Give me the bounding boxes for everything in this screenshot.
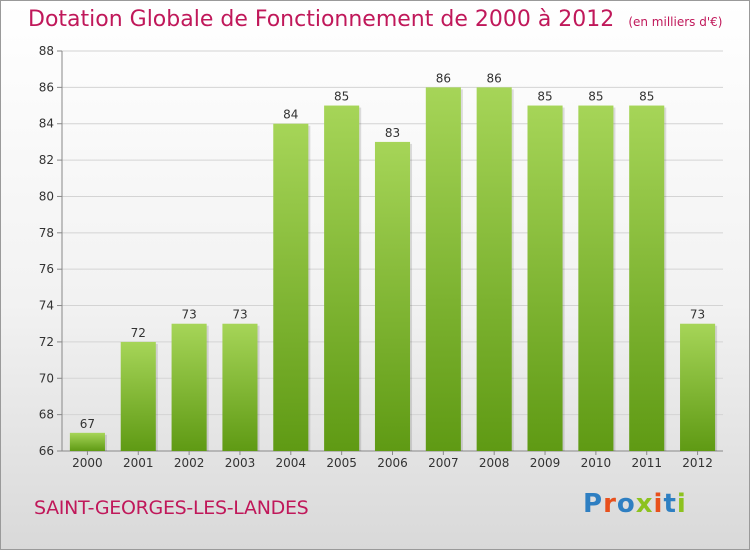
x-tick-label-2011: 2011 xyxy=(631,456,662,470)
y-tick-label: 72 xyxy=(39,335,54,349)
bar-2007 xyxy=(425,87,461,451)
logo-letter: x xyxy=(635,489,654,519)
title-text: Dotation Globale de Fonctionnement de 20… xyxy=(28,7,615,32)
commune-name: SAINT-GEORGES-LES-LANDES xyxy=(34,497,309,519)
logo-letter: t xyxy=(663,489,677,519)
value-label-2008: 86 xyxy=(487,71,502,85)
value-label-2004: 84 xyxy=(283,108,298,122)
x-tick-label-2008: 2008 xyxy=(479,456,510,470)
x-tick-label-2000: 2000 xyxy=(72,456,103,470)
value-label-2006: 83 xyxy=(385,126,400,140)
x-tick-label-2002: 2002 xyxy=(174,456,205,470)
x-tick-label-2010: 2010 xyxy=(581,456,612,470)
value-label-2010: 85 xyxy=(588,90,603,104)
y-tick-label: 70 xyxy=(39,371,54,385)
value-label-2005: 85 xyxy=(334,90,349,104)
labels: 67 72 73 73 84 85 83 86 86 85 85 85 73 xyxy=(80,71,705,430)
chart-title: Dotation Globale de Fonctionnement de 20… xyxy=(28,7,722,32)
y-tick-label: 66 xyxy=(39,444,54,458)
y-tick-label: 76 xyxy=(39,262,54,276)
bar-2000 xyxy=(69,432,105,451)
chart-subtitle: (en milliers d'€) xyxy=(628,15,723,29)
bar-2002 xyxy=(171,323,207,451)
value-label-2002: 73 xyxy=(181,308,196,322)
y-tick-label: 68 xyxy=(39,408,54,422)
x-tick-label-2007: 2007 xyxy=(428,456,459,470)
logo-letter: r xyxy=(603,489,617,519)
y-tick-label: 78 xyxy=(39,226,54,240)
value-label-2011: 85 xyxy=(639,90,654,104)
bar-2006 xyxy=(374,141,411,451)
x-tick-label-2001: 2001 xyxy=(123,456,154,470)
y-tick-label: 74 xyxy=(39,299,54,313)
bar-2004 xyxy=(273,123,309,452)
x-tick-label-2009: 2009 xyxy=(530,456,561,470)
y-tick-label: 86 xyxy=(39,80,54,94)
logo-letter: o xyxy=(616,489,636,519)
logo-letter: P xyxy=(583,489,604,519)
value-label-2001: 72 xyxy=(131,326,146,340)
bar-2012 xyxy=(680,323,716,451)
logo-letter: i xyxy=(676,489,687,519)
bar-2009 xyxy=(527,105,563,451)
y-tick-label: 88 xyxy=(39,44,54,58)
logo-letter: i xyxy=(653,489,664,519)
x-tick-label-2005: 2005 xyxy=(326,456,357,470)
bars xyxy=(69,87,718,452)
value-label-2003: 73 xyxy=(232,308,247,322)
value-label-2012: 73 xyxy=(690,308,705,322)
bar-2005 xyxy=(324,105,360,451)
proxiti-logo[interactable]: Proxiti xyxy=(583,489,687,519)
bar-2011 xyxy=(629,105,665,451)
y-tick-label: 80 xyxy=(39,189,54,203)
bar-2003 xyxy=(222,323,258,451)
x-tick-label-2012: 2012 xyxy=(682,456,713,470)
value-label-2009: 85 xyxy=(537,90,552,104)
bar-2010 xyxy=(578,105,614,451)
x-tick-label-2004: 2004 xyxy=(276,456,307,470)
y-tick-label: 84 xyxy=(39,117,54,131)
value-label-2000: 67 xyxy=(80,417,95,431)
x-tick-label-2003: 2003 xyxy=(225,456,256,470)
value-label-2007: 86 xyxy=(436,71,451,85)
y-tick-label: 82 xyxy=(39,153,54,167)
bar-2008 xyxy=(476,87,512,451)
x-tick-label-2006: 2006 xyxy=(377,456,408,470)
bar-2001 xyxy=(120,341,156,451)
